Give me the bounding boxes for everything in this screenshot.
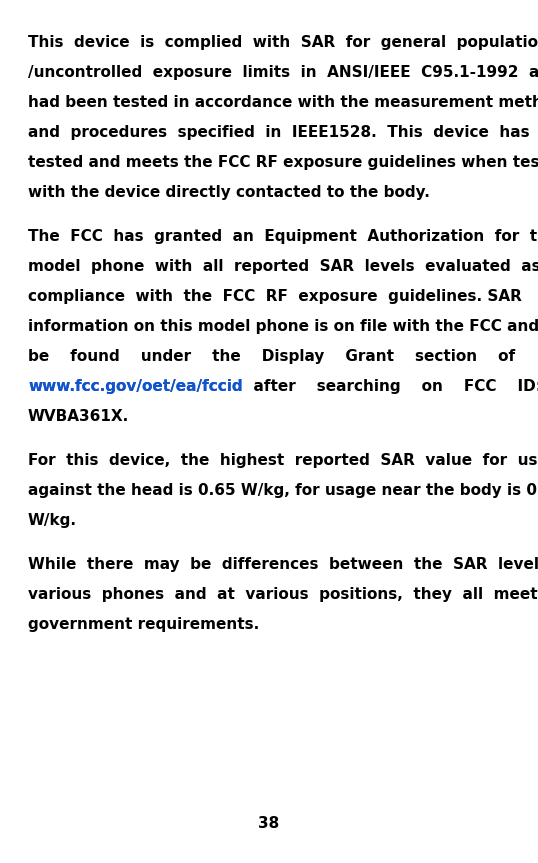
Text: model  phone  with  all  reported  SAR  levels  evaluated  as  in: model phone with all reported SAR levels… [28, 259, 538, 274]
Text: against the head is 0.65 W/kg, for usage near the body is 0.74: against the head is 0.65 W/kg, for usage… [28, 483, 538, 498]
Text: WVBA361X.: WVBA361X. [28, 409, 129, 424]
Text: For  this  device,  the  highest  reported  SAR  value  for  usage: For this device, the highest reported SA… [28, 453, 538, 468]
Text: 38: 38 [258, 816, 280, 831]
Text: with the device directly contacted to the body.: with the device directly contacted to th… [28, 185, 430, 200]
Text: The  FCC  has  granted  an  Equipment  Authorization  for  this: The FCC has granted an Equipment Authori… [28, 229, 538, 244]
Text: compliance  with  the  FCC  RF  exposure  guidelines. SAR: compliance with the FCC RF exposure guid… [28, 289, 522, 304]
Text: W/kg.: W/kg. [28, 513, 77, 528]
Text: after    searching    on    FCC    ID:: after searching on FCC ID: [243, 379, 538, 394]
Text: While  there  may  be  differences  between  the  SAR  levels  of: While there may be differences between t… [28, 557, 538, 572]
Text: www.fcc.gov/oet/ea/fccid: www.fcc.gov/oet/ea/fccid [28, 379, 243, 394]
Text: and  procedures  specified  in  IEEE1528.  This  device  has  been: and procedures specified in IEEE1528. Th… [28, 125, 538, 140]
Text: This  device  is  complied  with  SAR  for  general  population: This device is complied with SAR for gen… [28, 35, 538, 50]
Text: various  phones  and  at  various  positions,  they  all  meet  the: various phones and at various positions,… [28, 587, 538, 602]
Text: be    found    under    the    Display    Grant    section    of: be found under the Display Grant section… [28, 349, 515, 364]
Text: information on this model phone is on file with the FCC and can: information on this model phone is on fi… [28, 319, 538, 334]
Text: tested and meets the FCC RF exposure guidelines when tested: tested and meets the FCC RF exposure gui… [28, 155, 538, 170]
Text: had been tested in accordance with the measurement methods: had been tested in accordance with the m… [28, 95, 538, 110]
Text: www.fcc.gov/oet/ea/fccid: www.fcc.gov/oet/ea/fccid [28, 379, 243, 394]
Text: government requirements.: government requirements. [28, 617, 259, 632]
Text: /uncontrolled  exposure  limits  in  ANSI/IEEE  C95.1-1992  and: /uncontrolled exposure limits in ANSI/IE… [28, 65, 538, 80]
